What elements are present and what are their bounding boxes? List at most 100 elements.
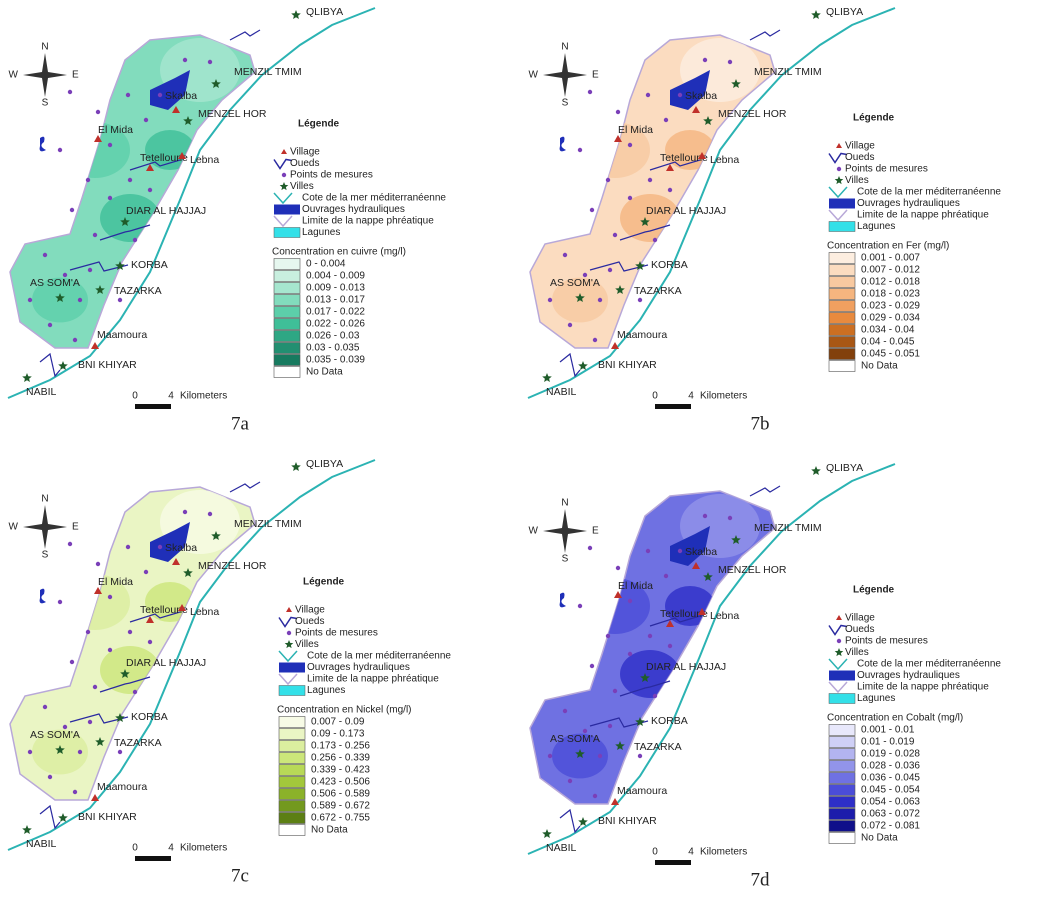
measure-point [616,110,620,114]
place-label: MENZIL TMIM [754,522,822,534]
measure-point [133,238,137,242]
zone [620,650,680,698]
legend-symbol [835,176,844,184]
legend-class-label: 0.001 - 0.007 [861,253,920,264]
legend-symbol [829,187,847,197]
legend-item: Limite de la nappe phréatique [857,682,989,693]
legend-symbol [829,199,855,209]
place-label: BNI KHIYAR [78,811,137,823]
legend-item: Lagunes [857,693,895,704]
place-label: El Mida [618,580,653,592]
legend-class-swatch [829,313,855,324]
place-label: TAZARKA [634,741,682,753]
compass-e: E [72,522,79,533]
measure-point [678,549,682,553]
measure-point [28,298,32,302]
legend-symbol [829,671,855,681]
legend-symbol [282,173,286,177]
legend-class-swatch [279,801,305,812]
river [560,354,580,376]
legend-class-label: 0.028 - 0.036 [861,761,920,772]
measure-point [133,690,137,694]
measure-point [578,604,582,608]
place-label: MENZEL HOR [198,560,267,572]
legend-class-swatch [274,271,300,282]
legend-symbol [836,143,842,148]
legend-class-swatch [829,809,855,820]
legend-class-swatch [274,283,300,294]
legend-title: Légende [853,113,895,124]
legend-item: Cote de la mer méditerranéenne [857,659,1001,670]
legend-title: Légende [853,585,895,596]
measure-point [86,630,90,634]
measure-point [208,512,212,516]
compass-e: E [592,70,599,81]
river [750,30,780,40]
measure-point [703,58,707,62]
legend-item: Ouvrages hydrauliques [302,204,405,215]
measure-point [148,640,152,644]
city-marker [811,466,821,475]
place-label: DIAR AL HAJJAJ [126,657,206,669]
legend-item: Cote de la mer méditerranéenne [857,187,1001,198]
legend-class-label: 0.04 - 0.045 [861,337,915,348]
measure-point [664,574,668,578]
place-label: DIAR AL HAJJAJ [646,661,726,673]
measure-point [728,516,732,520]
legend-class-label: 0 - 0.004 [306,259,346,270]
measure-point [703,514,707,518]
measure-point [70,660,74,664]
compass-s: S [562,98,569,109]
legend-class-label: 0.026 - 0.03 [306,331,360,342]
scale-end: 4 [688,391,694,402]
legend-class-swatch [829,797,855,808]
legend-class-label: 0.063 - 0.072 [861,809,920,820]
legend-item: Villes [295,639,319,650]
river [40,354,60,376]
place-label: AS SOM'A [30,277,80,289]
measure-point [598,298,602,302]
legend-class-swatch [829,265,855,276]
legend-item: Cote de la mer méditerranéenne [302,193,446,204]
compass-rose [543,53,587,97]
legend-no-data: No Data [311,825,348,836]
place-label: QLIBYA [306,458,343,470]
legend-item: Village [290,147,320,158]
measure-point [653,694,657,698]
city-marker [291,462,301,471]
lagoon [560,137,566,152]
legend-class-swatch [274,331,300,342]
legend-class-label: 0.589 - 0.672 [311,801,370,812]
legend-class-swatch [829,349,855,360]
legend-class-label: 0.007 - 0.09 [311,717,365,728]
zone [620,194,680,242]
zone [145,582,195,622]
place-label: MENZEL HOR [718,108,787,120]
measure-point [606,634,610,638]
legend-class-label: 0.173 - 0.256 [311,741,370,752]
legend-class-label: 0.072 - 0.081 [861,821,920,832]
measure-point [668,644,672,648]
legend-class-swatch [274,343,300,354]
caption: 7d [751,869,771,890]
scale-unit: Kilometers [700,847,747,858]
legend-symbol [274,228,300,238]
measure-point [108,595,112,599]
zone [665,130,715,170]
measure-point [68,90,72,94]
place-label: El Mida [98,124,133,136]
place-label: Maamoura [617,785,667,797]
measure-point [628,599,632,603]
measure-point [126,545,130,549]
legend-item: Points de mesures [290,170,373,181]
measure-point [548,754,552,758]
measure-point [646,93,650,97]
place-label: AS SOM'A [30,729,80,741]
city-marker [22,373,32,382]
caption: 7c [231,865,249,886]
legend-class-label: 0.01 - 0.019 [861,737,915,748]
legend-class-swatch [829,253,855,264]
compass-s: S [42,550,49,561]
legend-class-label: 0.017 - 0.022 [306,307,365,318]
